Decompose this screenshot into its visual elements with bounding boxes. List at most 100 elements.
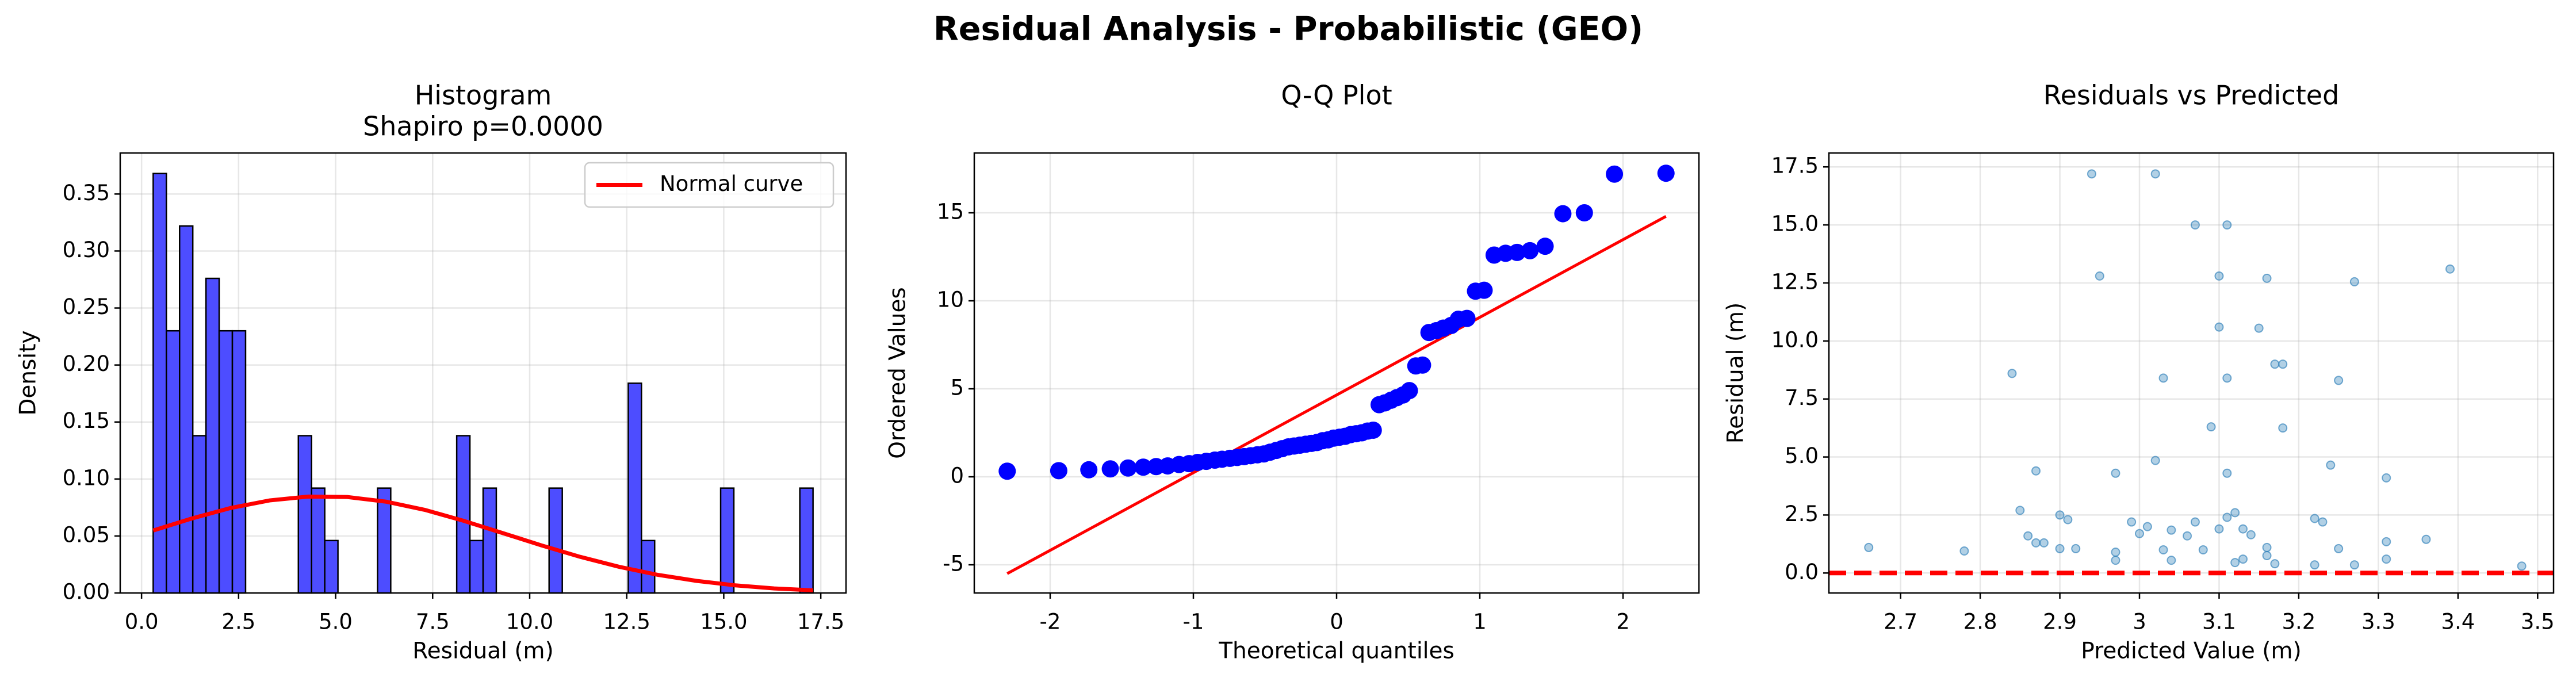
- point: [2334, 376, 2344, 385]
- point: [1080, 461, 1098, 479]
- y-tick-label: 10: [937, 288, 964, 312]
- point: [2071, 544, 2081, 553]
- y-tick-label: 0.35: [63, 181, 110, 205]
- point: [2222, 512, 2232, 522]
- bar: [469, 539, 484, 594]
- point: [2206, 422, 2216, 432]
- point: [1400, 382, 1418, 400]
- bar: [719, 487, 735, 594]
- point: [1119, 459, 1137, 477]
- point: [2095, 271, 2104, 281]
- x-tick-label: -1: [1183, 610, 1204, 634]
- point: [2142, 522, 2152, 531]
- x-tick-label: 10.0: [506, 610, 553, 634]
- fit-line: [1006, 215, 1667, 575]
- point: [2326, 460, 2336, 470]
- x-tick-label: 0: [1330, 610, 1343, 634]
- y-tick-label: 15.0: [1771, 212, 1819, 236]
- point: [2158, 545, 2168, 554]
- bar: [799, 487, 814, 594]
- point: [1364, 421, 1382, 439]
- point: [2158, 373, 2168, 383]
- point: [2183, 531, 2192, 541]
- point: [1050, 462, 1067, 480]
- point: [2063, 515, 2073, 525]
- point: [2382, 537, 2391, 546]
- point: [2310, 560, 2319, 570]
- normal-curve: [152, 494, 813, 592]
- y-tick-label: 10.0: [1771, 327, 1819, 352]
- point: [2150, 456, 2160, 465]
- figure-title: Residual Analysis - Probabilistic (GEO): [933, 10, 1643, 48]
- x-tick-label: 3.4: [2441, 610, 2475, 634]
- point: [2198, 545, 2208, 554]
- x-axis-label: Predicted Value (m): [2081, 638, 2301, 664]
- x-tick-label: 3.2: [2282, 610, 2316, 634]
- y-tick-label: 0.25: [63, 294, 110, 319]
- point: [2517, 561, 2527, 571]
- bar: [324, 539, 339, 594]
- y-tick-label: 2.5: [1785, 502, 1819, 526]
- point: [2111, 547, 2120, 557]
- x-tick-label: 3: [2133, 610, 2146, 634]
- bar: [548, 487, 563, 594]
- bar: [627, 382, 642, 594]
- point: [2382, 554, 2391, 564]
- x-tick-label: 2.9: [2043, 610, 2077, 634]
- x-tick-label: 2: [1616, 610, 1630, 634]
- point: [2222, 468, 2232, 478]
- y-tick-label: 5.0: [1785, 443, 1819, 468]
- point: [2135, 529, 2144, 538]
- point: [2214, 524, 2224, 534]
- x-tick-label: 15.0: [700, 610, 747, 634]
- y-tick-label: 17.5: [1771, 154, 1819, 178]
- x-tick-label: 12.5: [603, 610, 650, 634]
- y-tick-label: 12.5: [1771, 269, 1819, 294]
- y-tick-label: 0.05: [63, 522, 110, 547]
- x-tick-label: -2: [1040, 610, 1061, 634]
- panel: Q-Q Plot Theoretical quantiles Ordered Val…: [885, 80, 1700, 664]
- point: [1475, 281, 1493, 299]
- point: [2238, 524, 2248, 534]
- point: [1414, 356, 1431, 374]
- y-tick-label: 0: [950, 464, 964, 488]
- point: [2087, 169, 2096, 179]
- point: [2167, 556, 2176, 565]
- point: [2349, 277, 2359, 286]
- panel: Residuals vs Predicted Predicted Value (m…: [1723, 80, 2555, 664]
- point: [2382, 473, 2391, 483]
- panel-title: Residuals vs Predicted: [2043, 80, 2340, 111]
- y-tick-label: 0.00: [63, 580, 110, 604]
- point: [2349, 560, 2359, 570]
- point: [1575, 204, 1593, 222]
- point: [2278, 423, 2288, 433]
- point: [998, 462, 1016, 480]
- bar: [482, 487, 497, 594]
- point: [2238, 554, 2248, 564]
- legend-label: Normal curve: [660, 171, 803, 196]
- point: [2445, 264, 2455, 274]
- point: [2031, 538, 2041, 548]
- point: [2318, 517, 2328, 527]
- point: [2230, 508, 2240, 518]
- axes-frame: [973, 152, 1700, 594]
- y-tick-label: 7.5: [1785, 385, 1819, 410]
- point: [2039, 538, 2049, 548]
- point: [2150, 169, 2160, 179]
- bar: [166, 330, 181, 594]
- point: [2190, 220, 2200, 230]
- point: [2254, 323, 2264, 333]
- point: [2222, 220, 2232, 230]
- panel-subtitle: Shapiro p=0.0000: [363, 111, 603, 142]
- point: [1864, 542, 1874, 552]
- point: [1536, 238, 1554, 255]
- point: [2214, 322, 2224, 332]
- legend-box: [584, 162, 835, 208]
- y-tick-label: 15: [937, 200, 964, 224]
- x-tick-label: 0.0: [125, 610, 159, 634]
- point: [2334, 544, 2344, 553]
- x-tick-label: 3.1: [2202, 610, 2236, 634]
- point: [1134, 458, 1152, 476]
- point: [2167, 525, 2176, 535]
